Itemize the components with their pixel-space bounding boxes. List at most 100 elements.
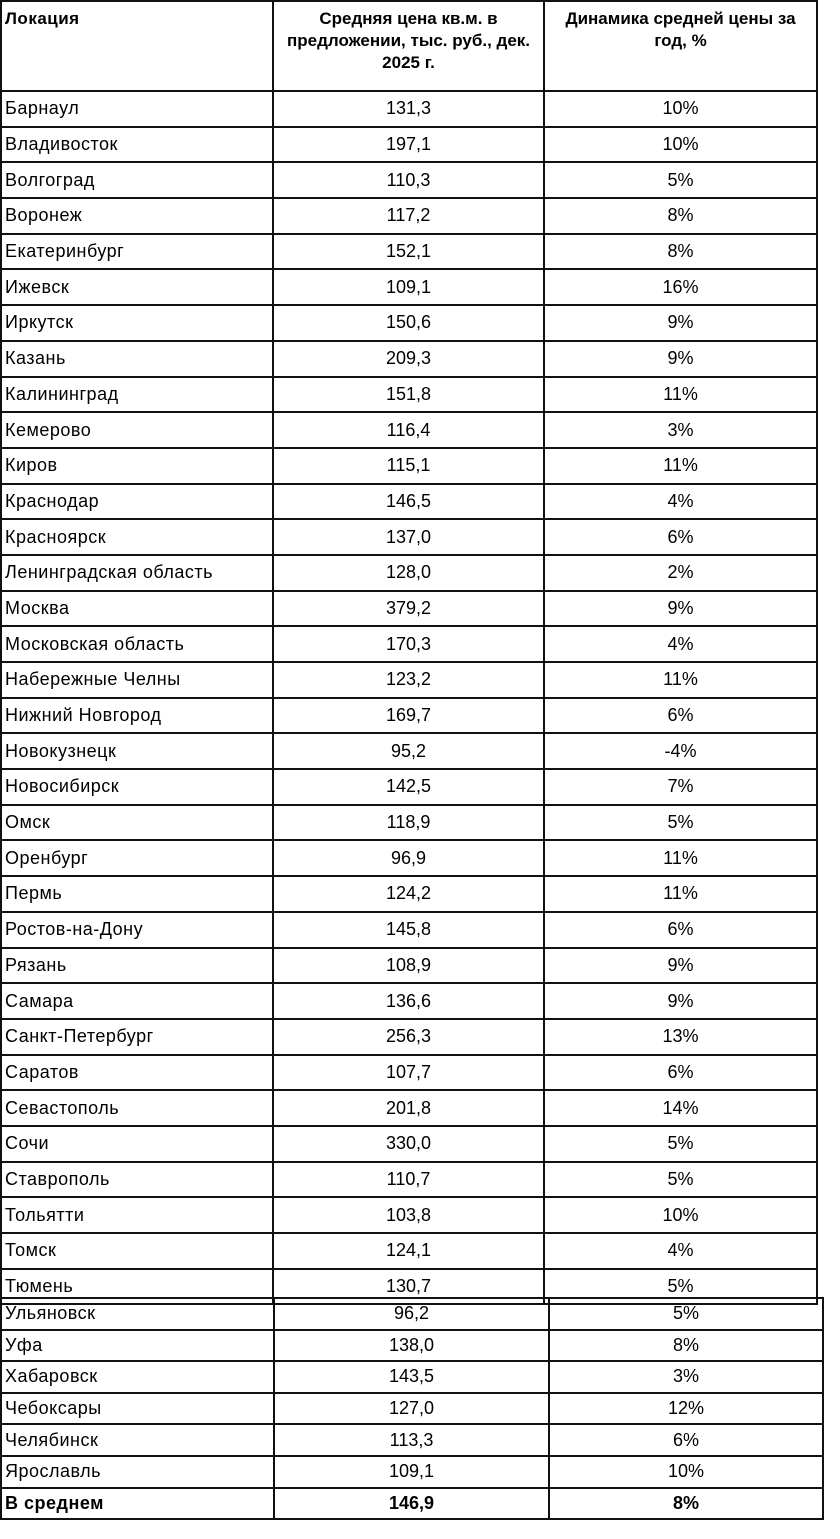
dynamics-cell: 10% (543, 1196, 818, 1234)
dynamics-cell: 9% (543, 589, 818, 628)
location-cell: Набережные Челны (0, 661, 274, 699)
table-row: Воронеж 117,2 8% (0, 197, 818, 235)
dynamics-cell: 8% (543, 232, 818, 271)
location-cell: Оренбург (0, 839, 274, 878)
price-cell: 108,9 (272, 946, 545, 985)
location-cell: Томск (0, 1232, 274, 1270)
price-cell: 96,9 (272, 839, 545, 878)
table-row: Екатеринбург 152,1 8% (0, 232, 818, 271)
location-cell: Красноярск (0, 518, 274, 556)
location-cell: Ижевск (0, 268, 274, 307)
location-cell: Санкт-Петербург (0, 1017, 274, 1056)
price-cell: 143,5 (273, 1360, 550, 1394)
dynamics-cell: 11% (543, 839, 818, 878)
price-cell: 138,0 (273, 1328, 550, 1363)
dynamics-cell: 16% (543, 268, 818, 307)
table-row: Нижний Новгород 169,7 6% (0, 696, 818, 735)
location-cell: Ленинградская область (0, 553, 274, 592)
location-cell: Рязань (0, 946, 274, 985)
location-cell: Уфа (0, 1328, 275, 1363)
price-table: Локация Средняя цена кв.м. в предложении… (0, 0, 818, 1306)
location-cell: Барнаул (0, 90, 274, 128)
location-cell: Тольятти (0, 1196, 274, 1234)
table-row: Ульяновск 96,2 5% (0, 1297, 824, 1331)
price-cell: 124,2 (272, 875, 545, 913)
dynamics-cell: 6% (543, 1053, 818, 1092)
table-row: Ленинградская область 128,0 2% (0, 553, 818, 592)
dynamics-cell: 3% (548, 1360, 824, 1394)
location-cell: Киров (0, 446, 274, 485)
location-cell: В среднем (0, 1486, 275, 1521)
table-row: Севастополь 201,8 14% (0, 1089, 818, 1127)
dynamics-cell: 9% (543, 304, 818, 342)
price-cell: 330,0 (272, 1124, 545, 1163)
location-cell: Новосибирск (0, 768, 274, 806)
table-row: Ростов-на-Дону 145,8 6% (0, 910, 818, 949)
table-row: Новокузнецк 95,2 -4% (0, 732, 818, 771)
location-cell: Чебоксары (0, 1391, 275, 1426)
table-row: Красноярск 137,0 6% (0, 518, 818, 556)
location-cell: Пермь (0, 875, 274, 913)
table-row: Томск 124,1 4% (0, 1232, 818, 1270)
table-row: Челябинск 113,3 6% (0, 1423, 824, 1457)
location-cell: Краснодар (0, 482, 274, 521)
table-row: Ставрополь 110,7 5% (0, 1160, 818, 1199)
price-cell: 169,7 (272, 696, 545, 735)
dynamics-cell: 8% (548, 1328, 824, 1363)
dynamics-cell: 9% (543, 982, 818, 1020)
dynamics-cell: 14% (543, 1089, 818, 1127)
dynamics-cell: 8% (543, 197, 818, 235)
table-row: Московская область 170,3 4% (0, 625, 818, 663)
location-cell: Хабаровск (0, 1360, 275, 1394)
dynamics-cell: 2% (543, 553, 818, 592)
price-cell: 127,0 (273, 1391, 550, 1426)
price-cell: 96,2 (273, 1297, 550, 1331)
dynamics-cell: 11% (543, 875, 818, 913)
price-cell: 146,9 (273, 1486, 550, 1521)
table-row: Кемерово 116,4 3% (0, 411, 818, 449)
dynamics-cell: 6% (543, 696, 818, 735)
location-cell: Самара (0, 982, 274, 1020)
price-cell: 109,1 (273, 1454, 550, 1489)
location-cell: Ростов-на-Дону (0, 910, 274, 949)
price-cell: 379,2 (272, 589, 545, 628)
location-cell: Воронеж (0, 197, 274, 235)
location-cell: Омск (0, 803, 274, 842)
dynamics-cell: 5% (543, 1160, 818, 1199)
dynamics-cell: 6% (543, 518, 818, 556)
location-cell: Московская область (0, 625, 274, 663)
table-row: Казань 209,3 9% (0, 339, 818, 378)
location-cell: Ярославль (0, 1454, 275, 1489)
location-cell: Москва (0, 589, 274, 628)
price-cell: 151,8 (272, 375, 545, 414)
dynamics-cell: 9% (543, 946, 818, 985)
dynamics-cell: -4% (543, 732, 818, 771)
price-cell: 209,3 (272, 339, 545, 378)
table-row: Сочи 330,0 5% (0, 1124, 818, 1163)
price-cell: 103,8 (272, 1196, 545, 1234)
price-cell: 113,3 (273, 1423, 550, 1457)
location-cell: Саратов (0, 1053, 274, 1092)
price-cell: 117,2 (272, 197, 545, 235)
table-row: Краснодар 146,5 4% (0, 482, 818, 521)
dynamics-cell: 10% (548, 1454, 824, 1489)
dynamics-cell: 3% (543, 411, 818, 449)
dynamics-cell: 10% (543, 90, 818, 128)
price-cell: 137,0 (272, 518, 545, 556)
location-cell: Нижний Новгород (0, 696, 274, 735)
table-row: Тольятти 103,8 10% (0, 1196, 818, 1234)
location-cell: Калининград (0, 375, 274, 414)
table-row: Волгоград 110,3 5% (0, 161, 818, 200)
price-cell: 123,2 (272, 661, 545, 699)
dynamics-cell: 11% (543, 375, 818, 414)
price-cell: 107,7 (272, 1053, 545, 1092)
table-row: Ижевск 109,1 16% (0, 268, 818, 307)
dynamics-cell: 5% (543, 161, 818, 200)
price-cell: 128,0 (272, 553, 545, 592)
table-row: Рязань 108,9 9% (0, 946, 818, 985)
dynamics-cell: 4% (543, 482, 818, 521)
dynamics-cell: 4% (543, 625, 818, 663)
price-cell: 145,8 (272, 910, 545, 949)
location-cell: Новокузнецк (0, 732, 274, 771)
dynamics-cell: 10% (543, 125, 818, 164)
